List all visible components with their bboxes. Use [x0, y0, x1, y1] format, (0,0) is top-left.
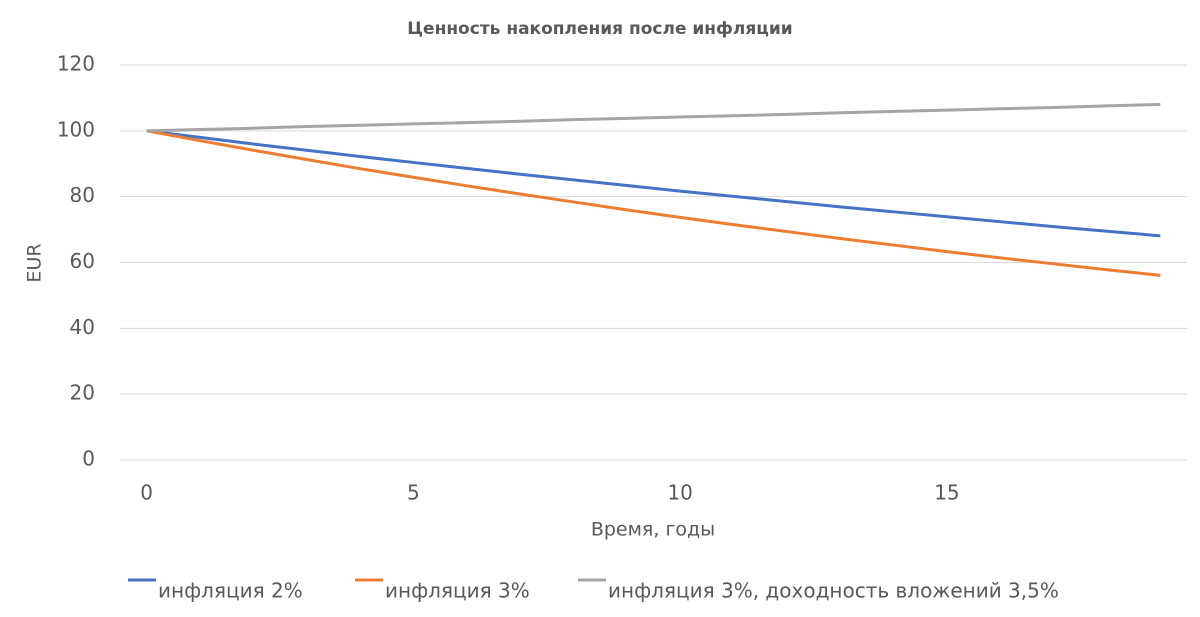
- y-axis-label: EUR: [24, 243, 46, 282]
- series-line: [146, 103, 1161, 133]
- y-tick-label: 40: [70, 315, 95, 339]
- y-tick-label: 120: [57, 52, 95, 76]
- chart-title: Ценность накопления после инфляции: [407, 19, 792, 39]
- legend-label: инфляция 2%: [158, 579, 303, 603]
- y-tick-label: 60: [70, 249, 95, 273]
- y-tick-label: 80: [70, 183, 95, 207]
- legend-label: инфляция 3%, доходность вложений 3,5%: [608, 579, 1059, 603]
- x-tick-label: 0: [140, 481, 153, 505]
- y-tick-label: 100: [57, 117, 95, 141]
- series-line: [146, 129, 1161, 277]
- y-tick-label: 0: [82, 447, 95, 471]
- legend-label: инфляция 3%: [385, 579, 530, 603]
- series-line: [146, 129, 1161, 238]
- y-tick-label: 20: [70, 381, 95, 405]
- x-axis-label: Время, годы: [591, 519, 715, 541]
- x-tick-label: 10: [667, 481, 692, 505]
- x-tick-label: 15: [934, 481, 959, 505]
- x-tick-label: 5: [407, 481, 420, 505]
